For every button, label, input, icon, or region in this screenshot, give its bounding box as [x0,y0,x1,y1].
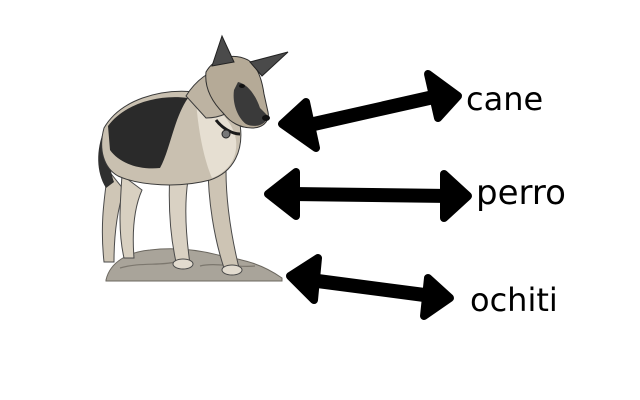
arrow-ochiti [286,254,454,320]
arrow-cane-shaft [298,89,445,133]
arrow-ochiti-head-right [420,274,454,320]
arrow-perro-head-left [264,168,300,220]
arrow-ochiti-shaft [303,273,439,303]
arrow-cane-head-left [278,98,320,152]
word-cane: cane [466,80,544,118]
arrow-cane-head-right [424,70,462,122]
arrow-perro-shaft [285,187,457,203]
arrow-cane [278,70,462,152]
word-ochiti: ochiti [470,281,558,319]
dog-picture [98,34,289,282]
word-perro: perro [476,173,566,213]
arrow-perro-head-right [440,170,472,222]
arrow-perro [264,168,472,222]
arrow-ochiti-head-left [286,254,322,304]
